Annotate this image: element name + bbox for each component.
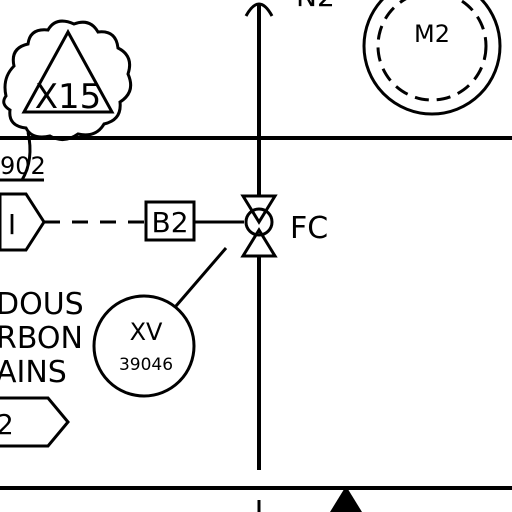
line-break-arc xyxy=(244,2,274,17)
gas-line-label: N2 xyxy=(296,0,335,13)
valve-body-bottom xyxy=(240,227,278,258)
interface-symbol-label: I xyxy=(8,208,16,241)
motor-symbol[interactable]: M2 xyxy=(362,0,502,116)
note-line-2: RBON xyxy=(0,321,83,356)
control-valve[interactable] xyxy=(240,194,278,258)
block-b2-label: B2 xyxy=(151,206,188,239)
instrument-number-label: 39046 xyxy=(119,355,173,375)
motor-inner-dashed-circle xyxy=(376,0,488,102)
block-b2[interactable]: B2 xyxy=(144,200,196,242)
valve-body-top xyxy=(240,194,278,225)
hazard-tag-label: X15 xyxy=(35,77,102,117)
instrument-bubble-circle xyxy=(92,294,196,398)
note-line-1: DOUS xyxy=(0,287,84,322)
note-line-3: AINS xyxy=(0,355,67,390)
interface-symbol[interactable]: I xyxy=(0,192,46,252)
motor-outer-circle xyxy=(362,0,502,116)
hazard-triangle-icon xyxy=(21,28,115,114)
cloud-outline xyxy=(2,19,133,141)
motor-tag-label: M2 xyxy=(414,20,450,48)
interface-box xyxy=(0,192,46,252)
offpage-connector-shape xyxy=(0,396,70,448)
offpage-connector-label: 2 xyxy=(0,408,14,441)
valve-actuator-circle xyxy=(244,207,274,237)
flow-arrow-icon xyxy=(330,486,362,512)
fail-position-label: FC xyxy=(290,211,328,246)
instrument-leader-line xyxy=(174,247,228,307)
line-number-label: 902 xyxy=(0,152,46,180)
instrument-function-label: XV xyxy=(130,318,163,346)
instrument-bubble-xv[interactable]: XV 39046 xyxy=(92,294,196,398)
offpage-connector[interactable]: 2 xyxy=(0,396,70,448)
